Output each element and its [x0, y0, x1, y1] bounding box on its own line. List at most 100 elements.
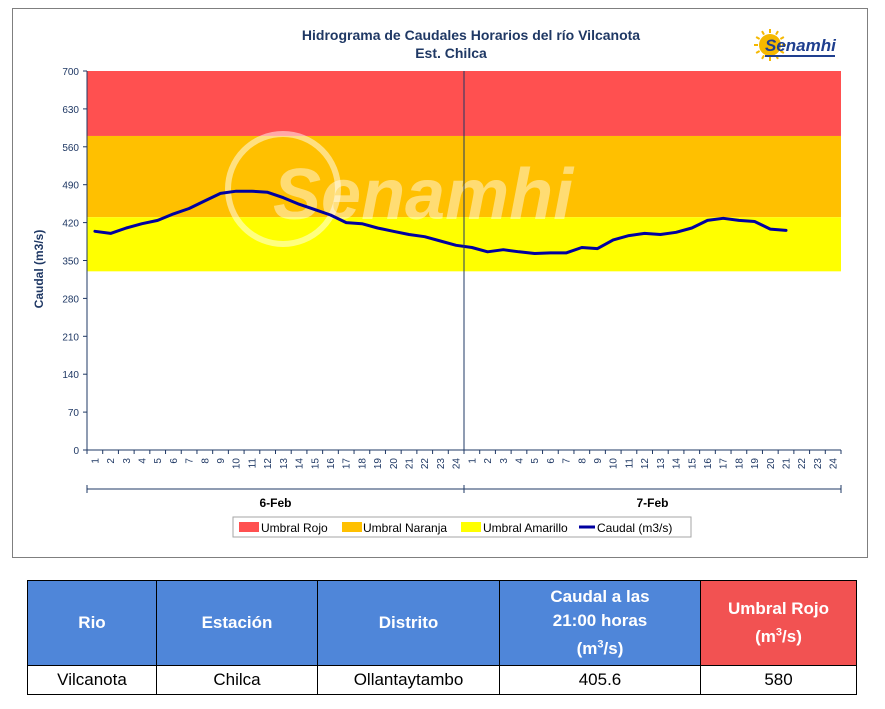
x-tick-label: 1	[467, 458, 478, 464]
x-tick-label: 17	[342, 458, 353, 470]
header-caudal-line2: 21:00 horas	[552, 610, 648, 630]
cell-distrito: Ollantaytambo	[317, 665, 500, 695]
chart-title: Hidrograma de Caudales Horarios del río …	[302, 27, 640, 43]
y-tick-label: 420	[62, 219, 79, 230]
x-tick-label: 20	[389, 458, 400, 470]
x-tick-label: 23	[436, 458, 447, 470]
table-row: Vilcanota Chilca Ollantaytambo 405.6 580	[27, 665, 857, 695]
chart-frame: Hidrograma de Caudales Horarios del río …	[12, 8, 868, 558]
x-tick-label: 18	[357, 458, 368, 470]
x-axis-ticks: 1 2 3 4 5 6 7 8 9 10 11 12 13 14 15 16 17 18 19 20 21 22 23 24 1…	[86, 450, 842, 470]
cell-estacion: Chilca	[156, 665, 318, 695]
header-caudal-unit: (m3/s)	[576, 638, 624, 659]
chart-subtitle: Est. Chilca	[415, 45, 487, 61]
sun-ray	[761, 30, 765, 36]
x-tick-label: 6	[169, 458, 180, 464]
logo-text: Senamhi	[765, 36, 837, 55]
x-tick-label: 10	[609, 458, 620, 470]
x-tick-label: 15	[687, 458, 698, 470]
x-tick-label: 15	[310, 458, 321, 470]
x-tick-label: 8	[577, 458, 588, 464]
y-tick-label: 210	[62, 332, 79, 343]
x-tick-label: 2	[106, 458, 117, 464]
legend-swatch-naranja	[342, 522, 362, 532]
x-tick-label: 5	[153, 458, 164, 464]
y-tick-label: 560	[62, 143, 79, 154]
sun-ray	[761, 54, 765, 60]
series-line-caudal	[93, 189, 788, 255]
legend-swatch-amarillo	[461, 522, 481, 532]
x-tick-label: 7	[562, 458, 573, 464]
sun-ray	[779, 50, 785, 54]
legend-label-caudal: Caudal (m3/s)	[597, 521, 672, 535]
watermark-sun-icon	[225, 131, 341, 247]
x-tick-label: 13	[656, 458, 667, 470]
y-tick-label: 140	[62, 370, 79, 381]
x-tick-label: 3	[499, 458, 510, 464]
x-tick-label: 24	[452, 458, 463, 470]
x-tick-label: 21	[405, 458, 416, 470]
x-tick-label: 4	[514, 458, 525, 464]
header-distrito: Distrito	[317, 580, 500, 666]
table-header-row: Rio Estación Distrito Caudal a las 21:00…	[27, 580, 857, 666]
sun-ray	[779, 36, 785, 40]
x-tick-label: 1	[90, 458, 101, 464]
x-tick-label: 6	[546, 458, 557, 464]
x-tick-label: 13	[279, 458, 290, 470]
cell-caudal: 405.6	[499, 665, 701, 695]
logo-underline	[765, 55, 835, 57]
day-label: 6-Feb	[259, 496, 291, 510]
summary-table: Rio Estación Distrito Caudal a las 21:00…	[27, 580, 857, 695]
header-estacion: Estación	[156, 580, 318, 666]
sun-logo-icon	[759, 34, 781, 56]
day-labels: 6-Feb 7-Feb	[86, 485, 842, 510]
y-tick-label: 350	[62, 257, 79, 268]
x-tick-label: 23	[813, 458, 824, 470]
sun-ray	[755, 36, 761, 40]
y-axis-ticks: 0 70 140 210 280 350 420 490 560 630 700	[62, 67, 87, 457]
sun-ray	[755, 50, 761, 54]
legend-swatch-rojo	[239, 522, 259, 532]
x-tick-label: 10	[232, 458, 243, 470]
y-tick-label: 490	[62, 181, 79, 192]
x-tick-label: 19	[373, 458, 384, 470]
x-tick-label: 24	[829, 458, 840, 470]
hydrograph-chart: Hidrograma de Caudales Horarios del río …	[32, 27, 842, 538]
y-axis-label: Caudal (m3/s)	[32, 230, 46, 309]
y-tick-label: 70	[68, 408, 80, 419]
x-tick-label: 22	[420, 458, 431, 470]
cell-rio: Vilcanota	[27, 665, 157, 695]
watermark: Senamhi	[225, 131, 575, 247]
senamhi-logo: Senamhi	[754, 29, 837, 61]
watermark-text: Senamhi	[273, 155, 575, 235]
legend-label-amarillo: Umbral Amarillo	[483, 521, 568, 535]
axes	[86, 71, 841, 451]
legend-label-naranja: Umbral Naranja	[363, 521, 447, 535]
x-tick-label: 17	[719, 458, 730, 470]
x-tick-label: 9	[216, 458, 227, 464]
header-umbral-rojo: Umbral Rojo (m3/s)	[700, 580, 857, 666]
header-umbral-unit: (m3/s)	[755, 626, 802, 647]
x-tick-label: 14	[295, 458, 306, 470]
sun-rays-icon	[754, 29, 786, 61]
legend: Umbral Rojo Umbral Naranja Umbral Amaril…	[232, 516, 692, 538]
header-umbral-line1: Umbral Rojo	[727, 598, 830, 618]
x-tick-label: 22	[797, 458, 808, 470]
x-tick-label: 5	[530, 458, 541, 464]
x-tick-label: 7	[185, 458, 196, 464]
x-tick-label: 4	[137, 458, 148, 464]
x-tick-label: 3	[122, 458, 133, 464]
x-tick-label: 11	[247, 458, 258, 469]
sun-ray	[775, 30, 779, 36]
x-tick-label: 16	[703, 458, 714, 470]
x-tick-label: 11	[624, 458, 635, 469]
x-tick-label: 8	[200, 458, 211, 464]
header-caudal-line1: Caudal a las	[550, 586, 650, 606]
y-tick-label: 630	[62, 105, 79, 116]
x-tick-label: 16	[326, 458, 337, 470]
x-tick-label: 9	[593, 458, 604, 464]
legend-label-rojo: Umbral Rojo	[261, 521, 328, 535]
x-tick-label: 19	[750, 458, 761, 470]
y-tick-label: 0	[73, 446, 79, 457]
series-group	[93, 189, 788, 255]
